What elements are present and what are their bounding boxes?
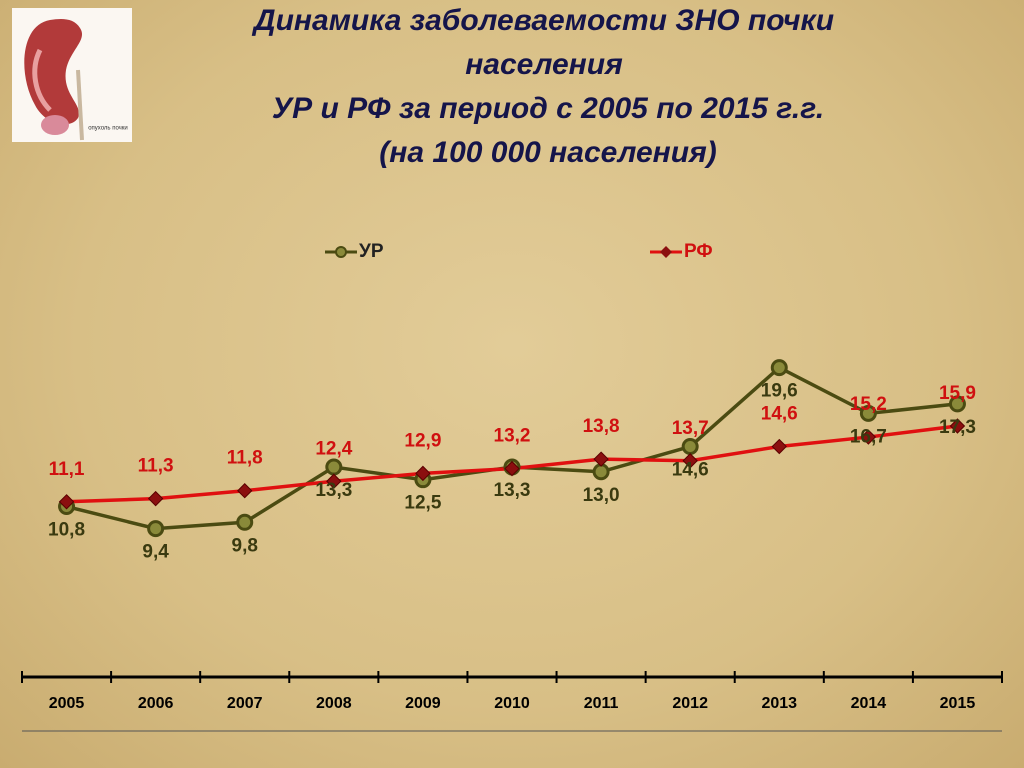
point [326,473,342,489]
point [58,494,75,510]
data-label: 17,3 [939,417,976,438]
x-tick-label: 2010 [494,695,530,712]
point [504,460,520,477]
data-label: 9,8 [232,535,258,556]
point [592,463,610,481]
point [949,418,966,434]
x-tick-label: 2011 [584,695,619,712]
legend-marker [660,246,672,258]
x-tick-label: 2005 [49,695,85,712]
x-tick-label: 2012 [672,695,708,712]
data-label: 14,6 [672,460,709,481]
chart-title: УР и РФ за период с 2005 по 2015 г.г. [272,92,824,125]
data-label: 19,6 [761,381,798,402]
x-tick-label: 2007 [227,695,263,712]
data-label: 13,2 [494,426,531,447]
series-line [66,365,958,531]
data-label: 11,1 [49,459,85,480]
point [860,429,877,445]
data-label: 12,4 [315,438,352,459]
chart-title: Динамика заболеваемости ЗНО почки [251,4,834,37]
point [681,438,699,456]
point [859,404,877,422]
data-label: 13,8 [583,416,620,437]
point [770,359,788,377]
point [593,451,609,467]
point [682,453,698,469]
x-tick-label: 2015 [940,695,976,712]
legend-marker [335,246,347,258]
data-label: 11,8 [227,448,263,469]
data-label: 11,3 [138,456,174,477]
point [325,458,343,476]
point [236,513,254,531]
x-tick-label: 2013 [761,695,797,712]
data-label: 12,5 [404,493,441,514]
data-label: 13,7 [672,418,709,439]
data-label: 10,8 [48,520,85,541]
data-label: 13,0 [583,485,620,506]
point [237,483,253,499]
x-tick-label: 2009 [405,695,441,712]
data-label: 15,9 [939,383,976,404]
point [147,490,164,507]
data-label: 14,6 [761,404,798,425]
chart-title: (на 100 000 населения) [379,136,717,169]
image-caption: опухоль почки [88,126,128,132]
point [948,395,966,413]
legend-label: РФ [684,241,713,262]
point [415,465,431,482]
chart-title: населения [465,48,623,81]
kidney-image: опухоль почки [12,8,132,142]
data-label: 16,7 [850,426,887,447]
data-label: 12,9 [404,430,441,451]
data-label: 9,4 [142,542,169,563]
x-tick-label: 2014 [851,695,887,712]
point [147,520,165,538]
data-label: 15,2 [850,394,887,415]
data-label: 13,3 [315,480,352,501]
x-tick-label: 2006 [138,695,174,712]
x-tick-label: 2008 [316,695,352,712]
data-label: 13,3 [494,480,531,501]
point [771,438,787,455]
legend-label: УР [359,241,384,262]
